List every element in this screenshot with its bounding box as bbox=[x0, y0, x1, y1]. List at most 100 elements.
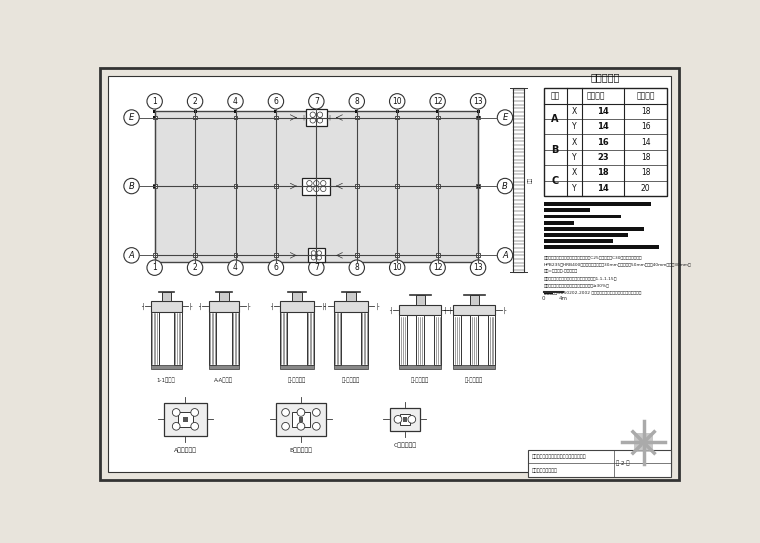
Bar bbox=[416, 295, 425, 305]
Circle shape bbox=[312, 408, 320, 416]
Circle shape bbox=[124, 178, 139, 194]
Bar bbox=[395, 254, 399, 257]
Circle shape bbox=[314, 180, 319, 186]
Circle shape bbox=[321, 186, 326, 192]
Bar bbox=[153, 185, 157, 187]
Bar bbox=[543, 291, 553, 294]
Text: ├: ├ bbox=[448, 306, 451, 313]
Text: 0: 0 bbox=[542, 296, 545, 301]
Bar bbox=[399, 305, 442, 315]
Bar bbox=[355, 254, 359, 257]
Text: Y: Y bbox=[572, 184, 577, 193]
Bar bbox=[153, 110, 157, 113]
Circle shape bbox=[228, 260, 243, 275]
Bar bbox=[400, 414, 410, 425]
Bar bbox=[647, 446, 653, 452]
Bar bbox=[164, 403, 207, 435]
Text: 23: 23 bbox=[597, 153, 609, 162]
Circle shape bbox=[389, 260, 405, 275]
Bar bbox=[274, 110, 277, 113]
Text: 13: 13 bbox=[473, 97, 483, 106]
Text: ├: ├ bbox=[375, 302, 378, 310]
Text: A-A剖面图: A-A剖面图 bbox=[214, 377, 233, 383]
Bar bbox=[274, 116, 278, 119]
Bar bbox=[153, 116, 157, 119]
Circle shape bbox=[497, 178, 513, 194]
Text: 12: 12 bbox=[433, 97, 442, 106]
Text: 桩基施工按GB50202-2002 建筑地基基础工程施工质量验收规范施工。: 桩基施工按GB50202-2002 建筑地基基础工程施工质量验收规范施工。 bbox=[543, 290, 641, 294]
Text: HPB235，HRB400。保护层厚度：桩身30mm，承台底面50mm，侧面40mm，顶面30mm。: HPB235，HRB400。保护层厚度：桩身30mm，承台底面50mm，侧面40… bbox=[543, 262, 691, 266]
Bar bbox=[543, 209, 590, 212]
Circle shape bbox=[470, 93, 486, 109]
Text: ├: ├ bbox=[321, 302, 325, 310]
Bar bbox=[150, 312, 159, 365]
Bar bbox=[347, 292, 356, 301]
Bar bbox=[543, 245, 659, 249]
Text: 8: 8 bbox=[354, 263, 359, 272]
Circle shape bbox=[228, 93, 243, 109]
Bar bbox=[280, 312, 287, 365]
Text: A: A bbox=[551, 114, 559, 124]
Bar bbox=[334, 301, 369, 312]
Text: |: | bbox=[328, 115, 331, 120]
Text: 7: 7 bbox=[314, 97, 318, 106]
Text: A承台平面图: A承台平面图 bbox=[174, 447, 197, 453]
Circle shape bbox=[311, 255, 316, 260]
Text: 4: 4 bbox=[233, 97, 238, 106]
Text: 钢筋直径: 钢筋直径 bbox=[586, 91, 605, 100]
Bar bbox=[153, 116, 157, 119]
Bar bbox=[150, 301, 182, 312]
Text: 第 2 张: 第 2 张 bbox=[616, 461, 630, 466]
Bar bbox=[334, 312, 341, 365]
Text: ┤: ┤ bbox=[198, 302, 201, 310]
Text: 1-1剖面图: 1-1剖面图 bbox=[157, 377, 176, 383]
Circle shape bbox=[191, 408, 198, 416]
Bar bbox=[476, 184, 480, 188]
Text: 图名：桩基础工程图: 图名：桩基础工程图 bbox=[532, 468, 558, 473]
Bar bbox=[150, 365, 182, 369]
Text: |: | bbox=[302, 115, 304, 120]
Text: ├: ├ bbox=[246, 302, 249, 310]
Circle shape bbox=[173, 408, 180, 416]
Circle shape bbox=[147, 93, 163, 109]
Bar bbox=[543, 89, 667, 196]
Bar bbox=[274, 254, 278, 257]
Bar bbox=[193, 254, 197, 257]
Bar bbox=[355, 116, 359, 119]
Text: E: E bbox=[502, 113, 508, 122]
Text: 14: 14 bbox=[597, 107, 609, 116]
Text: 14: 14 bbox=[641, 138, 651, 147]
Circle shape bbox=[307, 186, 312, 192]
Text: 10: 10 bbox=[392, 97, 402, 106]
Circle shape bbox=[268, 93, 283, 109]
Bar bbox=[276, 403, 326, 435]
Text: 说明：砼强度等级：基础承台及短柱采用C25，桩身采用C30混凝土，钢筋采用: 说明：砼强度等级：基础承台及短柱采用C25，桩身采用C30混凝土，钢筋采用 bbox=[543, 255, 642, 260]
Bar bbox=[315, 184, 318, 188]
Bar bbox=[470, 315, 478, 365]
Bar bbox=[436, 260, 439, 263]
Circle shape bbox=[430, 93, 445, 109]
Bar bbox=[174, 312, 182, 365]
Circle shape bbox=[389, 93, 405, 109]
Bar bbox=[528, 450, 670, 477]
Bar bbox=[476, 116, 480, 119]
Bar bbox=[514, 89, 524, 272]
Circle shape bbox=[188, 260, 203, 275]
Bar bbox=[477, 116, 480, 119]
Circle shape bbox=[349, 260, 365, 275]
Bar bbox=[453, 365, 496, 369]
Bar bbox=[315, 260, 318, 263]
Bar bbox=[178, 412, 193, 427]
Text: ┤: ┤ bbox=[270, 302, 273, 310]
Text: 18: 18 bbox=[597, 168, 609, 178]
Text: E: E bbox=[129, 113, 135, 122]
Circle shape bbox=[124, 248, 139, 263]
Text: B: B bbox=[551, 145, 559, 155]
Text: Y: Y bbox=[572, 122, 577, 131]
Bar bbox=[543, 239, 613, 243]
Circle shape bbox=[310, 112, 315, 117]
Bar bbox=[194, 110, 197, 113]
Text: 1: 1 bbox=[152, 97, 157, 106]
Bar bbox=[453, 315, 461, 365]
Bar bbox=[399, 315, 407, 365]
